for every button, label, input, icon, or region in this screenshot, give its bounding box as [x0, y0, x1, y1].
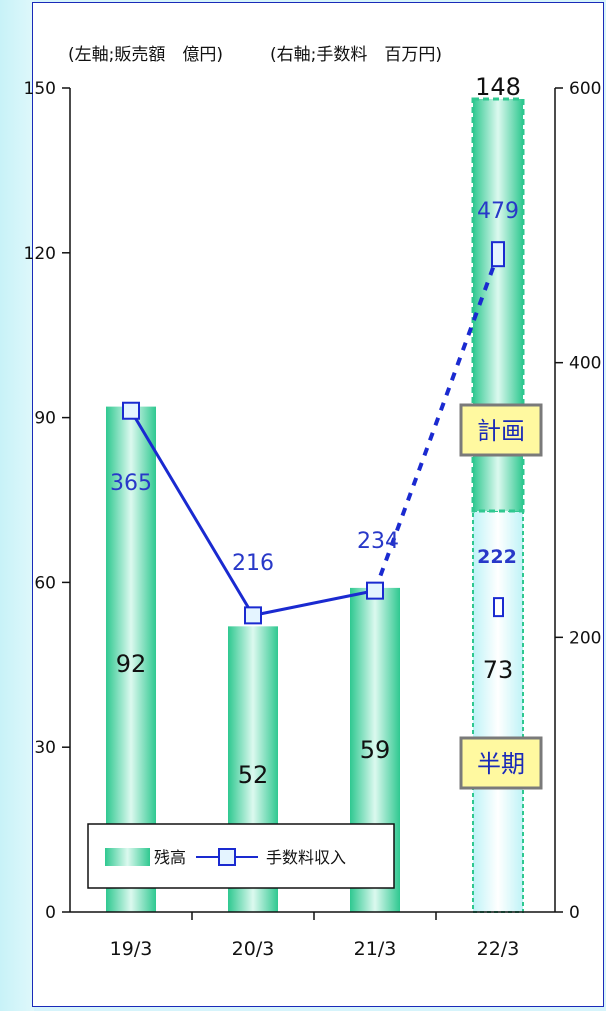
x-axis-categories: 19/3 20/3 21/3 22/3 — [70, 911, 555, 960]
bar-label-3: 73 — [483, 656, 514, 684]
x-category-0: 19/3 — [110, 938, 153, 960]
fee-label-3: 479 — [477, 199, 519, 224]
right-tick-label-3: 600 — [569, 79, 601, 99]
right-axis-ticks: 0 200 400 600 — [554, 79, 601, 923]
left-tick-label-3: 90 — [34, 409, 56, 429]
background-glow — [0, 0, 34, 1011]
left-tick-label-5: 150 — [24, 79, 56, 99]
half-badge-text: 半期 — [477, 750, 525, 778]
fee-marker-0 — [122, 401, 140, 420]
right-axis-label: (右軸;手数料 百万円) — [270, 45, 442, 65]
legend-bar-label: 残高 — [154, 848, 186, 867]
left-axis-ticks: 0 30 60 90 120 150 — [24, 79, 71, 923]
left-axis-label: (左軸;販売額 億円) — [68, 45, 223, 65]
bar-label-1: 52 — [238, 761, 269, 789]
half-badge — [459, 736, 543, 790]
fee-label-2: 234 — [357, 529, 399, 554]
right-tick-label-2: 400 — [569, 354, 601, 374]
badges: 計画 半期 — [459, 403, 543, 790]
fee-marker-1 — [244, 606, 262, 625]
left-tick-label-1: 30 — [34, 738, 56, 758]
legend-bar-swatch — [105, 848, 150, 866]
bar-label-0: 92 — [116, 650, 147, 678]
fee-line-dashed — [373, 253, 500, 592]
x-category-2: 21/3 — [354, 938, 397, 960]
bars — [106, 97, 525, 913]
x-category-1: 20/3 — [232, 938, 275, 960]
fee-label-0: 365 — [110, 471, 152, 496]
x-category-3: 22/3 — [477, 938, 520, 960]
fee-line — [122, 241, 505, 625]
fee-line-solid — [129, 409, 376, 618]
fee-half-year-label: 222 — [477, 546, 517, 568]
left-tick-label-4: 120 — [24, 244, 56, 264]
bar-label-2: 59 — [360, 736, 391, 764]
right-tick-label-0: 0 — [569, 903, 580, 923]
left-tick-label-2: 60 — [34, 573, 56, 593]
bar-plan-outline — [471, 97, 525, 513]
data-labels: 148 92 52 59 73 365 216 234 479 222 — [110, 73, 521, 789]
plan-badge — [459, 403, 543, 457]
legend: 残高 手数料収入 — [87, 823, 395, 889]
fee-label-1: 216 — [232, 551, 274, 576]
plan-badge-text: 計画 — [477, 417, 525, 445]
fee-marker-2 — [366, 581, 384, 600]
left-tick-label-0: 0 — [45, 903, 56, 923]
bar-3 — [472, 509, 524, 913]
fee-half-year-marker — [493, 597, 504, 618]
bar-plan-total-label: 148 — [475, 73, 521, 101]
legend-marker-swatch — [218, 848, 236, 866]
legend-line-label: 手数料収入 — [266, 848, 346, 867]
right-tick-label-1: 200 — [569, 628, 601, 648]
fee-marker-3 — [491, 241, 505, 268]
